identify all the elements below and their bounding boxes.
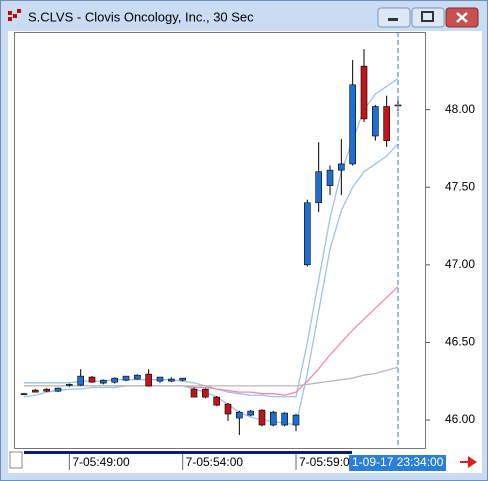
moving-average-line: [24, 78, 399, 398]
candle-body: [258, 409, 266, 426]
scroll-bar: [24, 451, 352, 454]
y-tick-label: 47.00: [445, 257, 475, 271]
candle-body: [292, 414, 300, 426]
candle-body: [360, 65, 368, 120]
candle-body: [315, 171, 322, 204]
candle-body: [179, 377, 186, 381]
candle-body: [247, 410, 254, 416]
candle-body: [134, 374, 141, 380]
x-tick-label: 7-05:59:00: [299, 455, 357, 469]
scroll-right-arrow[interactable]: [460, 456, 477, 468]
candle-body: [54, 387, 62, 392]
candle-body: [281, 412, 288, 426]
close-button[interactable]: [445, 7, 479, 28]
x-tick-label: 7-05:49:00: [72, 455, 130, 469]
y-tick-label: 48.00: [445, 102, 475, 116]
x-tick-label: 7-05:54:00: [186, 455, 244, 469]
y-tick-label: 46.50: [445, 335, 475, 349]
candle-body: [190, 388, 198, 398]
candle-body: [32, 389, 39, 393]
candle-body: [349, 84, 356, 165]
candle-body: [111, 377, 118, 383]
maximize-button[interactable]: [411, 7, 445, 28]
candle-body: [145, 373, 152, 387]
y-tick-label: 46.00: [445, 412, 475, 426]
moving-average-line: [23, 143, 399, 426]
candle-body: [156, 376, 164, 382]
candle-body: [168, 378, 175, 382]
cursor-label-box: [349, 455, 446, 471]
candle-body: [372, 106, 379, 137]
candle-body: [304, 202, 311, 266]
y-tick-label: 47.50: [445, 179, 475, 193]
candle-body: [224, 403, 232, 415]
candle-body: [383, 106, 390, 141]
candle-body: [338, 163, 345, 171]
candle-body: [20, 393, 28, 395]
candle-body: [326, 169, 334, 186]
candle-body: [100, 379, 107, 384]
window-title: S.CLVS - Clovis Oncology, Inc., 30 Sec: [28, 9, 254, 24]
moving-average-line: [24, 366, 399, 387]
candle-body: [77, 375, 84, 386]
candle-body: [202, 388, 209, 398]
candle-body: [88, 376, 96, 383]
scroll-box[interactable]: [9, 451, 23, 469]
minimize-button[interactable]: [377, 7, 411, 28]
candle-body: [43, 388, 50, 392]
candle-body: [270, 411, 277, 426]
cursor-label: 1-09-17 23:34:00: [352, 455, 444, 469]
candle-body: [66, 384, 73, 386]
candle-body: [213, 396, 220, 406]
app-icon: [8, 9, 21, 21]
candle-body: [236, 411, 243, 419]
candle-body: [122, 375, 130, 381]
